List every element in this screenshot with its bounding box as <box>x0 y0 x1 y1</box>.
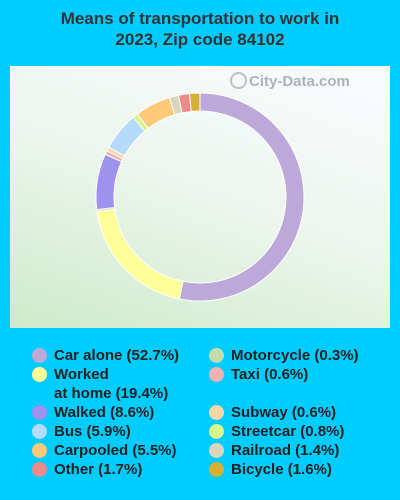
legend-label: Other (1.7%) <box>54 461 143 478</box>
legend-label: Streetcar (0.8%) <box>231 423 345 440</box>
legend-label: Taxi (0.6%) <box>231 366 309 383</box>
legend-swatch <box>32 367 47 382</box>
slice-bicycle <box>188 92 201 112</box>
slice-walked <box>95 153 123 211</box>
legend-swatch <box>32 348 47 363</box>
watermark: City-Data.com <box>230 72 350 90</box>
legend-item: Bus (5.9%) <box>30 422 179 441</box>
magnifier-icon <box>230 72 247 89</box>
legend-item: Car alone (52.7%) <box>30 346 179 365</box>
legend-swatch <box>209 367 224 382</box>
legend-label: Worked <box>54 366 109 383</box>
legend-label: at home (19.4%) <box>54 385 169 402</box>
legend-item: Streetcar (0.8%) <box>207 422 359 441</box>
legend-item: Bicycle (1.6%) <box>207 460 359 479</box>
legend-item: Walked (8.6%) <box>30 403 179 422</box>
watermark-text: City-Data.com <box>249 73 350 90</box>
legend-swatch <box>209 462 224 477</box>
legend-swatch <box>32 462 47 477</box>
legend-item: Motorcycle (0.3%) <box>207 346 359 365</box>
legend-item: Subway (0.6%) <box>207 403 359 422</box>
legend-column-right: Motorcycle (0.3%) Taxi (0.6%) Subway (0.6… <box>207 346 359 479</box>
legend-item: Worked at home (19.4%) <box>30 365 179 403</box>
legend-label: Bus (5.9%) <box>54 423 131 440</box>
legend-label: Car alone (52.7%) <box>54 347 180 364</box>
legend-label: Railroad (1.4%) <box>231 442 340 459</box>
legend-swatch <box>32 424 47 439</box>
chart-title: Means of transportation to work in 2023,… <box>0 8 400 50</box>
legend-item: Other (1.7%) <box>30 460 179 479</box>
legend-item: Carpooled (5.5%) <box>30 441 179 460</box>
slice-worked-at-home <box>96 208 184 300</box>
chart-title-line-2: 2023, Zip code 84102 <box>115 30 285 49</box>
legend-item <box>207 384 359 403</box>
legend-swatch <box>32 405 47 420</box>
legend-column-left: Car alone (52.7%) Worked at home (19.4%) Wa… <box>30 346 179 479</box>
legend-label: Carpooled (5.5%) <box>54 442 177 459</box>
legend-swatch <box>209 405 224 420</box>
legend-swatch <box>32 443 47 458</box>
slice-car-alone <box>178 92 305 302</box>
legend-item: Taxi (0.6%) <box>207 365 359 384</box>
legend-swatch <box>209 443 224 458</box>
legend-label: Walked (8.6%) <box>54 404 155 421</box>
legend-swatch <box>209 348 224 363</box>
legend-swatch <box>209 424 224 439</box>
chart-title-line-1: Means of transportation to work in <box>60 9 340 28</box>
legend-item: Railroad (1.4%) <box>207 441 359 460</box>
legend-label: Motorcycle (0.3%) <box>231 347 359 364</box>
legend-label: Bicycle (1.6%) <box>231 461 332 478</box>
legend-label: Subway (0.6%) <box>231 404 337 421</box>
